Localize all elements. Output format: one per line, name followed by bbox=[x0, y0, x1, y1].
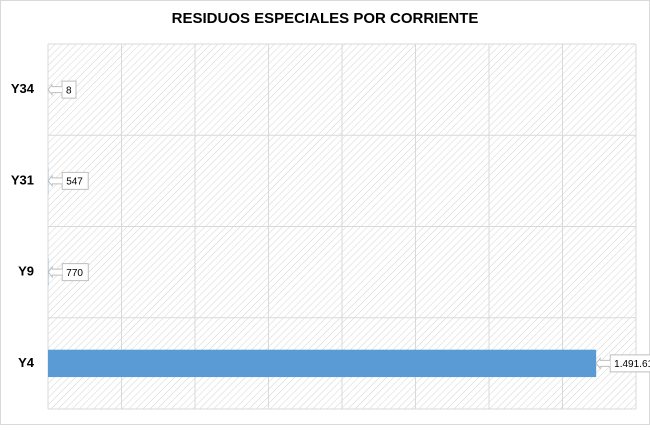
y-tick-label: Y34 bbox=[11, 81, 35, 96]
data-label: 770 bbox=[66, 268, 83, 279]
bar bbox=[48, 350, 596, 377]
y-tick-label: Y9 bbox=[18, 264, 34, 279]
chart-title: RESIDUOS ESPECIALES POR CORRIENTE bbox=[172, 10, 479, 27]
data-label: 8 bbox=[66, 85, 72, 96]
data-label: 547 bbox=[66, 177, 83, 188]
y-tick-label: Y31 bbox=[11, 172, 34, 187]
y-tick-label: Y4 bbox=[18, 355, 35, 370]
data-label: 1.491.610 bbox=[614, 359, 650, 370]
